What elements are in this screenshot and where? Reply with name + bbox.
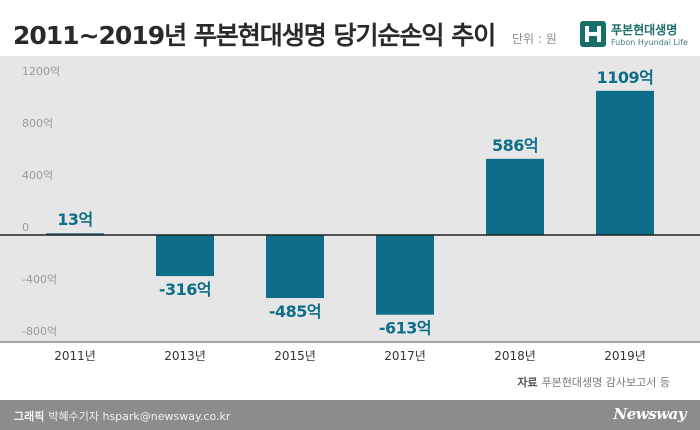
bar	[376, 235, 434, 315]
y-tick-label: 1200억	[22, 65, 60, 78]
x-tick-label: 2013년	[164, 349, 206, 363]
data-label: 1109억	[597, 68, 654, 87]
fubon-logo-icon	[580, 21, 606, 47]
source-label: 자료	[517, 376, 538, 389]
data-label: 13억	[57, 210, 93, 229]
unit-label: 단위 : 원	[512, 32, 557, 46]
company-logo: 푸본현대생명 Fubon Hyundai Life	[580, 19, 698, 53]
graphic-credit: 그래픽 박혜수기자 hspark@newsway.co.kr	[14, 408, 230, 424]
credit-text: 박혜수기자 hspark@newsway.co.kr	[48, 410, 231, 423]
chart-area: 1200억 800억 400억 0 -400억 -800억 13억 2011년 -316억 201…	[0, 56, 700, 400]
logo-name-ko: 푸본현대생명	[611, 23, 678, 37]
data-label: -485억	[269, 302, 321, 321]
x-tick-label: 2015년	[274, 349, 316, 363]
logo-name-en: Fubon Hyundai Life	[611, 38, 688, 47]
bar	[266, 235, 324, 299]
y-tick-label: 400억	[22, 169, 53, 182]
source-text: 푸본현대생명 감사보고서 등	[541, 376, 670, 389]
x-tick-label: 2019년	[604, 349, 646, 363]
bar-chart: 1200억 800억 400억 0 -400억 -800억 13억 2011년 -316억 201…	[0, 65, 700, 400]
bar	[596, 90, 654, 235]
y-tick-label: 800억	[22, 117, 53, 130]
brand-logo: Newsway	[613, 405, 687, 423]
footer-bar: 그래픽 박혜수기자 hspark@newsway.co.kr Newsway	[0, 400, 700, 430]
page-title: 2011~2019년 푸본현대생명 당기순손익 추이	[13, 21, 496, 50]
credit-label: 그래픽	[14, 410, 45, 423]
data-label: -613억	[379, 319, 431, 338]
y-tick-label: -400억	[22, 273, 57, 286]
x-tick-label: 2017년	[384, 349, 426, 363]
x-tick-label: 2011년	[54, 349, 96, 363]
bar	[486, 158, 544, 235]
x-axis-band	[0, 342, 700, 400]
y-tick-label: 0	[22, 221, 29, 234]
source-note: 자료 푸본현대생명 감사보고서 등	[517, 374, 670, 390]
y-tick-label: -800억	[22, 325, 57, 338]
x-tick-label: 2018년	[494, 349, 536, 363]
data-label: -316억	[159, 280, 211, 299]
data-label: 586억	[492, 136, 538, 155]
bar	[156, 235, 214, 277]
